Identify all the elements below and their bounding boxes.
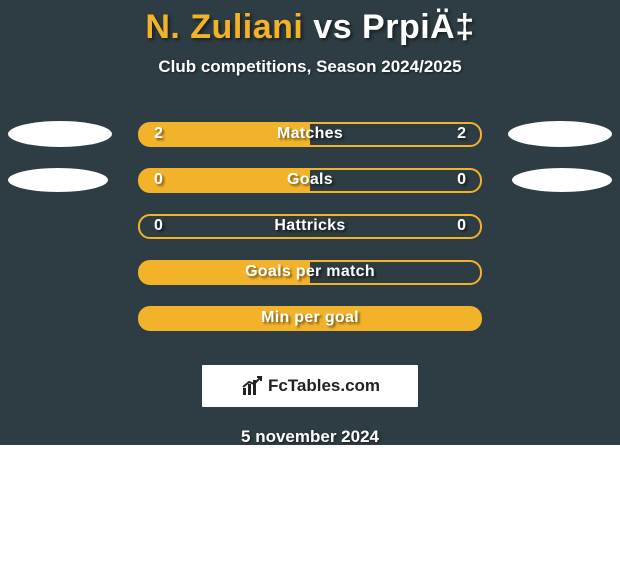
- stat-rows: Matches 2 2 Goals 0 0 Hattricks 0 0 Goals per mat…: [0, 111, 620, 341]
- badge-text: FcTables.com: [268, 376, 380, 396]
- stat-value-right: 2: [457, 125, 466, 143]
- stat-value-right: 0: [457, 217, 466, 235]
- stat-bar: Goals per match: [138, 260, 482, 285]
- marker-ellipse-left: [8, 168, 108, 192]
- stat-row: Goals per match: [0, 249, 620, 295]
- stat-bar: Goals 0 0: [138, 168, 482, 193]
- stat-bar: Matches 2 2: [138, 122, 482, 147]
- stat-label: Goals per match: [245, 263, 375, 281]
- stat-row: Matches 2 2: [0, 111, 620, 157]
- stat-bar: Min per goal: [138, 306, 482, 331]
- stat-label: Matches: [277, 125, 343, 143]
- subtitle: Club competitions, Season 2024/2025: [0, 57, 620, 77]
- marker-ellipse-right: [512, 168, 612, 192]
- page-title: N. Zuliani vs PrpiÄ‡: [0, 0, 620, 47]
- stat-row: Goals 0 0: [0, 157, 620, 203]
- title-left: N. Zuliani: [145, 8, 313, 46]
- stat-value-left: 2: [154, 125, 163, 143]
- title-right: vs PrpiÄ‡: [313, 8, 474, 46]
- source-badge[interactable]: FcTables.com: [202, 365, 418, 407]
- stat-row: Hattricks 0 0: [0, 203, 620, 249]
- stat-row: Min per goal: [0, 295, 620, 341]
- stat-bar: Hattricks 0 0: [138, 214, 482, 239]
- chart-icon: [240, 374, 264, 398]
- stat-value-left: 0: [154, 217, 163, 235]
- stat-value-right: 0: [457, 171, 466, 189]
- comparison-card: N. Zuliani vs PrpiÄ‡ Club competitions, …: [0, 0, 620, 445]
- date-text: 5 november 2024: [0, 427, 620, 447]
- stat-label: Min per goal: [261, 309, 359, 327]
- stat-label: Goals: [287, 171, 333, 189]
- marker-ellipse-right: [508, 121, 612, 147]
- stat-value-left: 0: [154, 171, 163, 189]
- marker-ellipse-left: [8, 121, 112, 147]
- stat-label: Hattricks: [274, 217, 345, 235]
